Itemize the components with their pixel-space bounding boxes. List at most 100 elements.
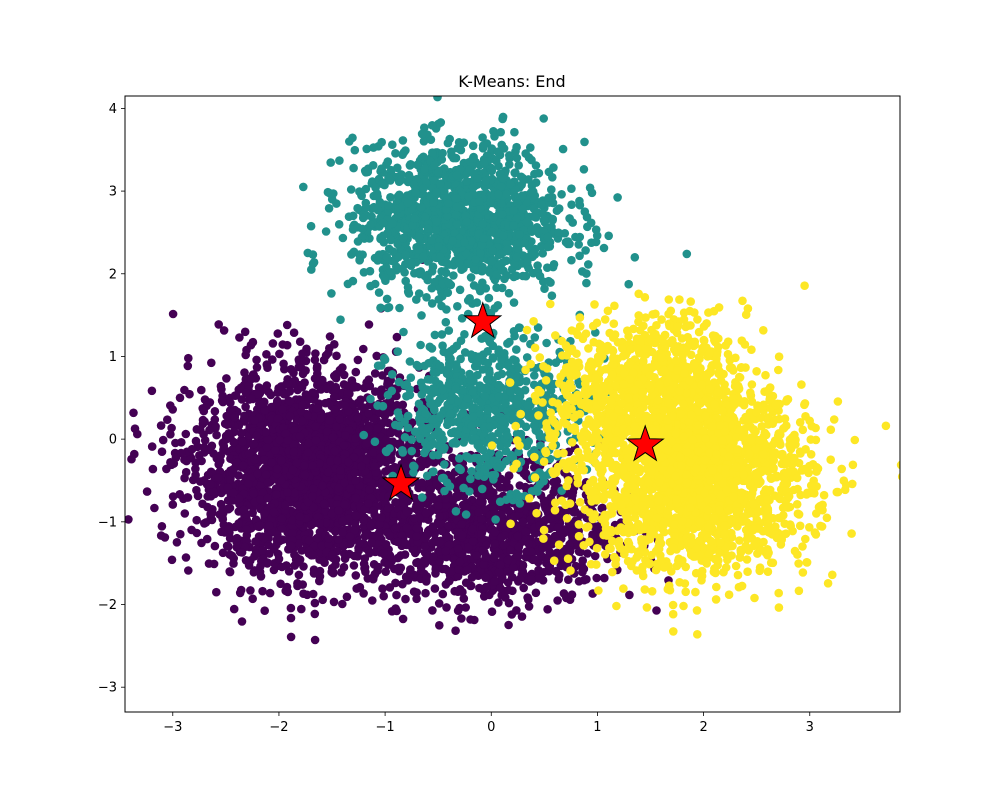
scatter-point-purple bbox=[263, 435, 273, 445]
scatter-point-purple bbox=[274, 554, 284, 564]
scatter-point-purple bbox=[386, 406, 395, 415]
scatter-point-teal bbox=[487, 256, 497, 266]
scatter-point-purple bbox=[365, 381, 375, 391]
scatter-point-purple bbox=[364, 375, 374, 385]
scatter-point-purple bbox=[334, 506, 343, 515]
scatter-point-purple bbox=[210, 541, 220, 551]
scatter-point-purple bbox=[399, 498, 408, 508]
scatter-point-purple bbox=[168, 309, 178, 319]
scatter-point-purple bbox=[180, 385, 189, 395]
scatter-point-teal bbox=[544, 276, 553, 286]
scatter-point-teal bbox=[388, 219, 397, 228]
scatter-point-teal bbox=[462, 177, 471, 186]
scatter-point-purple bbox=[246, 586, 255, 595]
scatter-point-purple bbox=[322, 384, 332, 394]
scatter-point-purple bbox=[299, 589, 308, 598]
scatter-point-purple bbox=[398, 614, 408, 624]
scatter-point-purple bbox=[453, 544, 463, 553]
scatter-point-purple bbox=[283, 379, 293, 389]
scatter-point-teal bbox=[401, 250, 410, 260]
scatter-point-purple bbox=[504, 585, 514, 595]
scatter-point-purple bbox=[487, 496, 497, 506]
scatter-point-teal bbox=[454, 138, 464, 147]
scatter-point-purple bbox=[249, 439, 259, 449]
scatter-point-teal bbox=[548, 215, 557, 225]
scatter-point-teal bbox=[377, 164, 386, 173]
scatter-point-purple bbox=[229, 559, 238, 568]
scatter-point-purple bbox=[381, 540, 391, 549]
scatter-point-teal bbox=[414, 289, 424, 298]
scatter-point-purple bbox=[367, 538, 377, 547]
scatter-point-purple bbox=[457, 530, 467, 540]
scatter-point-teal bbox=[547, 291, 557, 301]
scatter-point-teal bbox=[468, 154, 478, 163]
scatter-point-purple bbox=[166, 401, 175, 410]
scatter-point-purple bbox=[421, 588, 430, 598]
scatter-point-purple bbox=[384, 560, 393, 569]
scatter-point-purple bbox=[293, 581, 302, 591]
scatter-point-teal bbox=[447, 147, 456, 156]
scatter-point-purple bbox=[452, 491, 461, 501]
scatter-point-purple bbox=[212, 430, 221, 440]
scatter-point-purple bbox=[303, 448, 313, 457]
scatter-point-purple bbox=[310, 422, 320, 431]
scatter-point-purple bbox=[328, 432, 338, 442]
scatter-point-purple bbox=[351, 476, 361, 486]
scatter-point-purple bbox=[481, 573, 490, 582]
scatter-point-teal bbox=[549, 163, 558, 172]
scatter-point-teal bbox=[343, 279, 353, 289]
scatter-point-purple bbox=[412, 523, 422, 533]
scatter-point-purple bbox=[310, 598, 320, 608]
scatter-point-purple bbox=[392, 590, 401, 600]
scatter-point-purple bbox=[258, 399, 268, 408]
scatter-point-purple bbox=[362, 438, 372, 448]
scatter-point-purple bbox=[330, 371, 339, 381]
scatter-point-purple bbox=[524, 539, 534, 549]
scatter-point-teal bbox=[420, 271, 430, 281]
scatter-point-teal bbox=[613, 193, 622, 202]
scatter-point-purple bbox=[481, 551, 491, 560]
scatter-point-teal bbox=[326, 158, 336, 167]
scatter-point-purple bbox=[273, 329, 283, 338]
scatter-point-purple bbox=[262, 360, 272, 369]
scatter-point-purple bbox=[222, 374, 231, 383]
scatter-point-purple bbox=[417, 478, 427, 488]
scatter-point-purple bbox=[266, 390, 276, 400]
scatter-point-teal bbox=[376, 234, 385, 244]
scatter-point-purple bbox=[176, 448, 186, 458]
scatter-point-teal bbox=[498, 112, 508, 122]
scatter-point-purple bbox=[181, 467, 191, 477]
scatter-point-purple bbox=[385, 583, 395, 592]
scatter-point-teal bbox=[350, 83, 359, 92]
scatter-point-purple bbox=[369, 506, 379, 515]
scatter-point-purple bbox=[434, 501, 443, 511]
scatter-point-purple bbox=[329, 597, 339, 607]
scatter-point-teal bbox=[394, 252, 403, 262]
scatter-point-purple bbox=[236, 585, 246, 595]
scatter-point-purple bbox=[442, 603, 451, 612]
scatter-point-purple bbox=[359, 344, 368, 354]
scatter-point-teal bbox=[484, 293, 494, 303]
scatter-point-teal bbox=[574, 240, 583, 249]
scatter-point-purple bbox=[156, 531, 166, 540]
scatter-point-teal bbox=[580, 137, 589, 147]
scatter-point-purple bbox=[429, 552, 438, 561]
scatter-point-purple bbox=[275, 435, 284, 445]
scatter-point-purple bbox=[237, 617, 247, 626]
scatter-point-teal bbox=[414, 232, 424, 242]
scatter-point-purple bbox=[372, 351, 382, 361]
scatter-point-teal bbox=[403, 287, 413, 297]
scatter-point-purple bbox=[434, 599, 444, 608]
scatter-point-purple bbox=[312, 533, 322, 543]
scatter-point-teal bbox=[382, 294, 392, 304]
scatter-point-teal bbox=[592, 231, 602, 240]
scatter-point-purple bbox=[308, 461, 318, 471]
scatter-point-purple bbox=[359, 559, 369, 569]
scatter-point-purple bbox=[301, 366, 310, 375]
scatter-point-teal bbox=[497, 210, 507, 219]
scatter-point-purple bbox=[311, 349, 320, 358]
scatter-point-purple bbox=[370, 369, 380, 378]
scatter-point-purple bbox=[340, 401, 350, 410]
scatter-point-purple bbox=[252, 355, 261, 365]
